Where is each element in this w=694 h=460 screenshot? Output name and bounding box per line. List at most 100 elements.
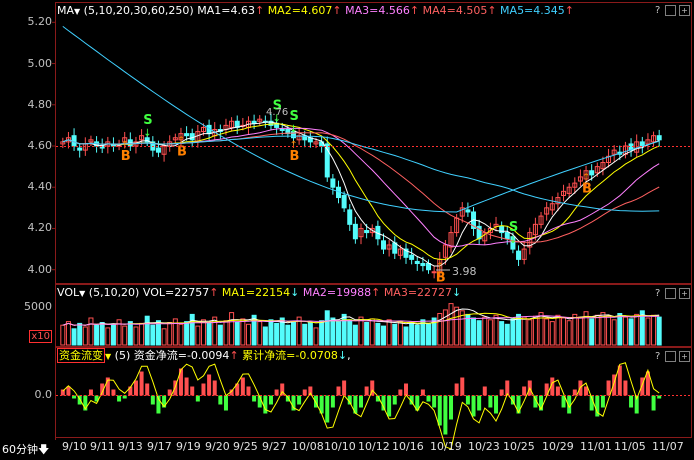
net-flow-bar <box>162 395 167 408</box>
net-flow-up-arrow-icon: ↑ <box>229 349 239 362</box>
volume-bar <box>217 324 223 346</box>
net-flow-bar <box>364 386 369 396</box>
help-icon[interactable]: ? <box>655 5 661 16</box>
candle-body <box>555 197 561 205</box>
net-flow-bar <box>477 395 482 411</box>
net-flow-bar <box>398 389 403 396</box>
volume-bar <box>155 320 161 346</box>
help-icon[interactable]: ? <box>655 351 661 362</box>
volume-bar <box>499 321 505 346</box>
net-flow-bar <box>595 395 600 417</box>
main-indicator-name[interactable]: MA <box>57 4 75 17</box>
volume-bar <box>184 321 190 346</box>
plus-icon[interactable]: + <box>679 288 690 299</box>
volume-bar <box>628 318 634 346</box>
price-y-tick: 4.40 <box>27 180 53 194</box>
volume-bar <box>324 310 330 346</box>
net-flow-bar <box>426 395 431 402</box>
net-flow-bar <box>325 395 330 423</box>
net-flow-bar <box>375 395 380 402</box>
net-flow-bar <box>359 395 363 408</box>
low-price-label: 3.98 <box>452 265 477 278</box>
plus-icon[interactable]: + <box>679 351 690 362</box>
candle-body <box>65 137 71 143</box>
volume-bar <box>262 326 268 346</box>
period-selector[interactable]: 60分钟🡇 <box>2 441 49 460</box>
net-flow-bar <box>111 389 116 396</box>
buy-arrow-icon: ↑ <box>436 261 444 272</box>
volume-bar <box>426 322 432 346</box>
volume-bar <box>94 324 100 346</box>
net-flow-bar <box>482 386 487 396</box>
net-flow-bar <box>353 395 358 414</box>
plus-icon[interactable]: + <box>679 5 690 16</box>
buy-sell-signals: B↑ B↑B↑B↑B↑S↓S↓ S↓S↓ <box>121 98 592 285</box>
net-flow-bar <box>257 395 262 408</box>
volume-bar <box>622 316 628 346</box>
vol-indicator-name[interactable]: VOL <box>57 286 80 299</box>
vol-indicator-params: (5,10,20) <box>88 286 140 299</box>
maximize-icon[interactable] <box>665 288 676 299</box>
dropdown-arrow-icon[interactable]: ▼ <box>79 289 86 298</box>
candle-body <box>172 137 178 141</box>
ma1-up-arrow-icon: ↑ <box>254 4 265 17</box>
volume-bar <box>594 314 600 346</box>
volume-bar <box>358 316 364 346</box>
dropdown-arrow-icon[interactable]: ▼ <box>105 352 112 361</box>
net-flow-bar <box>516 395 521 414</box>
net-flow-bar <box>212 380 217 396</box>
net-flow-bar <box>347 395 352 405</box>
net-flow-bar <box>370 380 375 396</box>
volume-bar <box>409 322 415 346</box>
net-flow-bar <box>297 395 302 405</box>
buy-arrow-icon: ↑ <box>289 140 297 151</box>
flow-tail: , <box>347 349 351 362</box>
net-flow-bar <box>623 380 628 396</box>
candle-body <box>561 190 567 196</box>
net-flow-bar <box>561 395 566 408</box>
time-axis-label: 10/29 <box>542 440 574 453</box>
net-flow-bar <box>629 395 634 408</box>
candle-body <box>532 223 538 236</box>
sell-signal-label: S <box>143 113 152 128</box>
help-icon[interactable]: ? <box>655 288 661 299</box>
net-flow-bar <box>167 389 172 396</box>
volume-bar <box>144 315 150 346</box>
volume-bar <box>617 313 623 346</box>
net-flow-bar <box>415 395 420 411</box>
net-flow-bar <box>252 395 257 402</box>
net-flow-bar <box>128 386 133 396</box>
high-price-label: 4.76 <box>266 107 288 118</box>
vol-unit-label: x10 <box>29 330 52 343</box>
candle-body <box>122 137 128 143</box>
net-flow-bar <box>280 383 285 396</box>
candle-body <box>88 139 94 143</box>
ma3-up-arrow-icon: ↑ <box>409 4 420 17</box>
volume-bar <box>352 324 358 346</box>
price-gridlines <box>52 21 56 271</box>
candle-body <box>544 207 550 215</box>
dropdown-arrow-icon[interactable]: ▼ <box>74 7 81 16</box>
buy-signal-label: B <box>289 149 299 164</box>
maximize-icon[interactable] <box>665 351 676 362</box>
net-flow-bar <box>449 395 454 420</box>
net-flow-bar <box>330 395 335 408</box>
candle-body <box>381 240 387 250</box>
maximize-icon[interactable] <box>665 5 676 16</box>
net-flow-bar <box>488 395 493 408</box>
volume-bar <box>527 319 533 346</box>
time-axis-label: 9/17 <box>147 440 172 453</box>
net-flow-bar <box>184 377 189 396</box>
candle-body <box>409 254 415 260</box>
net-flow-bar <box>392 395 397 405</box>
volume-bar <box>431 317 437 346</box>
net-flow-bar <box>471 395 476 417</box>
candle-body <box>504 232 510 240</box>
net-flow-bar <box>240 377 245 396</box>
candle-body <box>583 170 589 180</box>
volume-bar <box>656 316 662 346</box>
flow-indicator-name[interactable]: 资金流变 <box>57 348 105 363</box>
sell-signal-label: S <box>273 98 282 113</box>
candle-body <box>538 215 544 225</box>
